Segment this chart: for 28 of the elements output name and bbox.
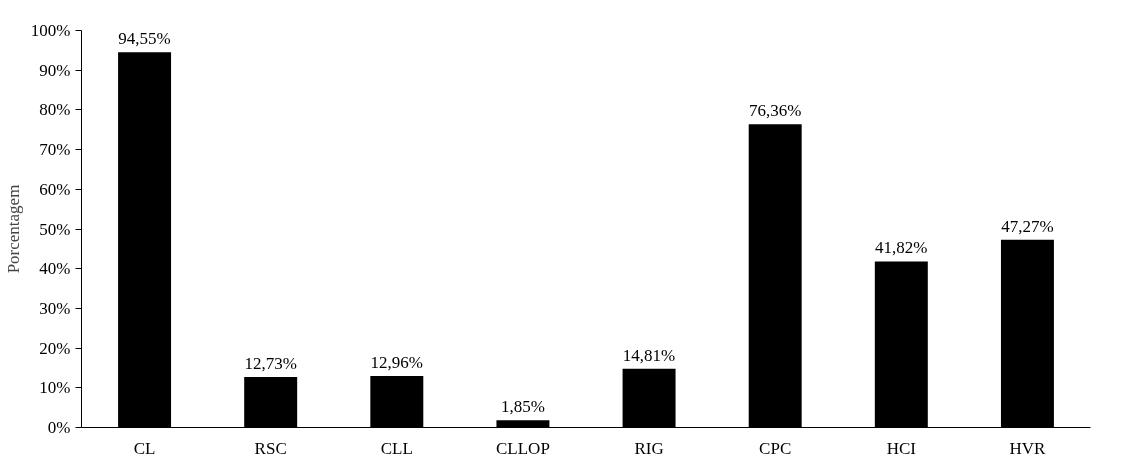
data-label: 12,73% — [244, 353, 297, 373]
data-label: 94,55% — [118, 29, 171, 49]
y-tick-label: 10% — [39, 378, 71, 398]
data-label: 76,36% — [748, 101, 802, 121]
x-tick-label: CL — [133, 438, 156, 458]
x-tick-label: RIG — [634, 438, 664, 458]
x-tick-label: RSC — [254, 438, 287, 458]
data-label: 1,85% — [500, 397, 545, 417]
x-tick-label: CPC — [759, 438, 792, 458]
data-label: 41,82% — [875, 238, 928, 258]
y-tick-label: 40% — [39, 259, 71, 279]
x-tick-label: CLL — [380, 438, 413, 458]
y-tick-label: 100% — [30, 21, 71, 40]
y-tick-label: 50% — [39, 219, 71, 239]
data-label: 47,27% — [1001, 216, 1054, 236]
y-axis-title: Porcentagem — [3, 184, 23, 274]
y-tick-label: 20% — [39, 338, 71, 358]
x-tick-label: HCI — [886, 438, 917, 458]
y-tick-label: 0% — [47, 418, 71, 437]
y-tick-label: 90% — [39, 60, 71, 80]
data-label: 12,96% — [370, 353, 424, 373]
y-tick-label: 60% — [39, 179, 71, 199]
x-tick-label: CLLOP — [496, 438, 550, 458]
x-tick-label: HVR — [1009, 438, 1047, 458]
y-tick-label: 80% — [39, 100, 71, 120]
y-tick-label: 70% — [39, 140, 71, 160]
y-tick-label: 30% — [39, 298, 71, 318]
data-label: 14,81% — [622, 345, 676, 365]
